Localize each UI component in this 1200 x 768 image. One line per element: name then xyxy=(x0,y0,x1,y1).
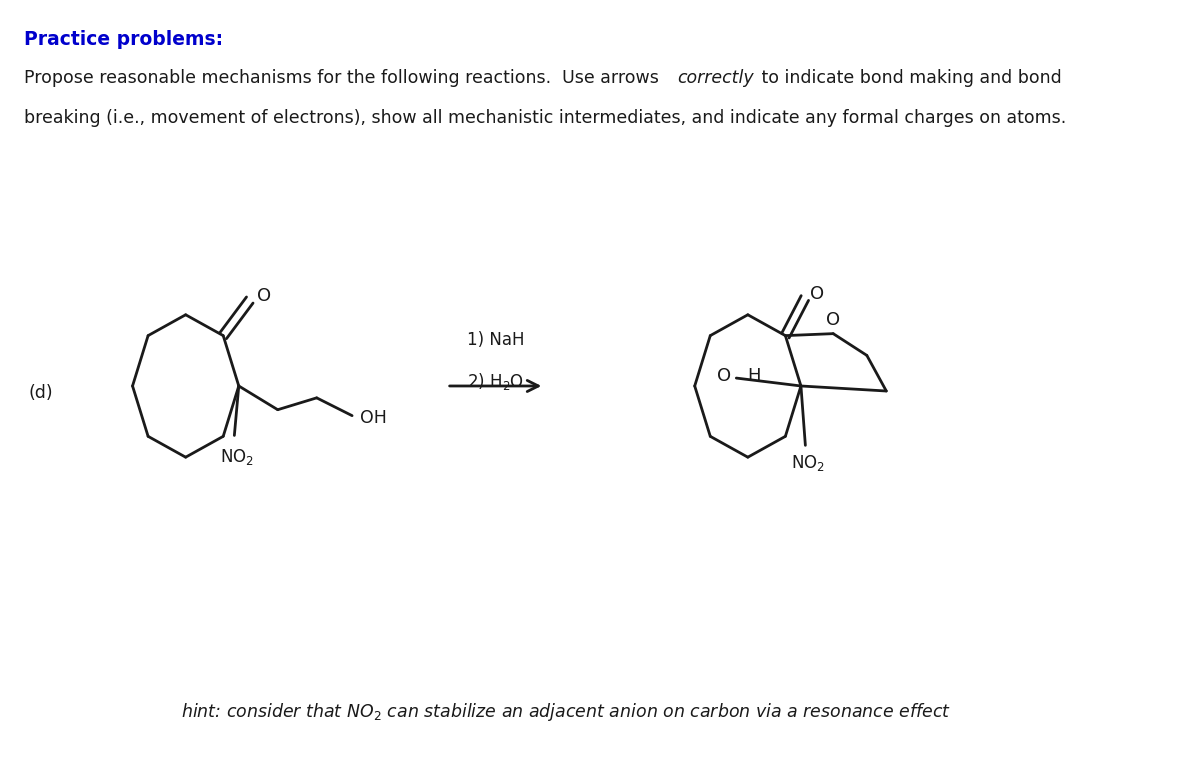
Text: O: O xyxy=(826,311,840,329)
Text: (d): (d) xyxy=(29,384,54,402)
Text: OH: OH xyxy=(360,409,386,427)
Text: to indicate bond making and bond: to indicate bond making and bond xyxy=(756,69,1062,88)
Text: O: O xyxy=(716,367,731,385)
Text: NO$_2$: NO$_2$ xyxy=(220,447,254,467)
Text: Propose reasonable mechanisms for the following reactions.  Use arrows: Propose reasonable mechanisms for the fo… xyxy=(24,69,664,88)
Text: H: H xyxy=(748,367,761,385)
Text: 1) NaH: 1) NaH xyxy=(467,332,524,349)
Text: NO$_2$: NO$_2$ xyxy=(791,453,824,473)
Text: Practice problems:: Practice problems: xyxy=(24,30,223,49)
Text: correctly: correctly xyxy=(678,69,754,88)
Text: 2) H$_2$O: 2) H$_2$O xyxy=(467,370,524,392)
Text: hint: consider that NO$_2$ can stabilize an adjacent anion on carbon via a reson: hint: consider that NO$_2$ can stabilize… xyxy=(181,701,952,723)
Text: O: O xyxy=(257,287,271,305)
Text: O: O xyxy=(810,285,824,303)
Text: breaking (i.e., movement of electrons), show all mechanistic intermediates, and : breaking (i.e., movement of electrons), … xyxy=(24,109,1066,127)
